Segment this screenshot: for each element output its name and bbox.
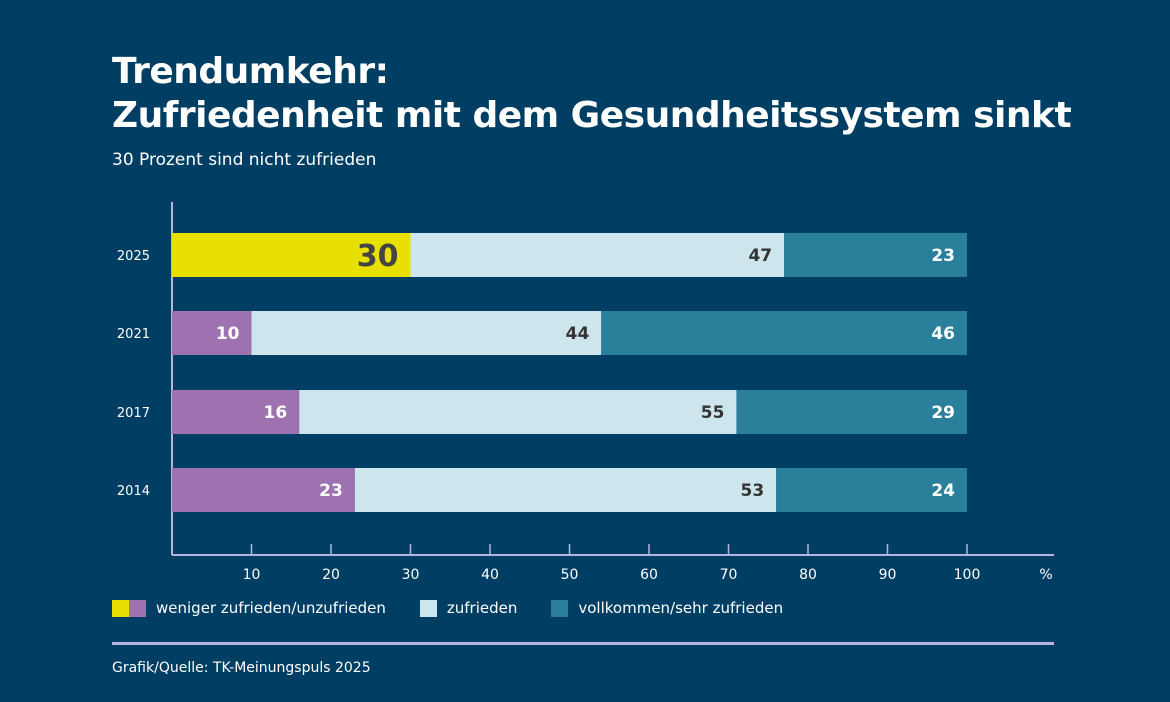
category-label: 2025: [117, 249, 150, 264]
bar-segment: [601, 311, 967, 355]
bar-segment: [354, 468, 777, 512]
legend-label: vollkommen/sehr zufrieden: [578, 599, 784, 617]
chart-subtitle: 30 Prozent sind nicht zufrieden: [112, 150, 377, 170]
category-label: 2021: [117, 327, 150, 342]
bar-segment: [776, 468, 967, 512]
x-tick-label: 40: [481, 567, 499, 583]
bar-segment: [251, 311, 602, 355]
legend-swatch-purple: [129, 599, 146, 617]
legend-swatch: [419, 599, 437, 617]
legend-item-sehr-zufrieden: vollkommen/sehr zufrieden: [551, 599, 783, 617]
bar-segment: [172, 468, 355, 512]
legend-swatch-yellow: [112, 599, 129, 617]
data-label: 23: [319, 481, 343, 501]
x-tick-label: 80: [799, 567, 817, 583]
bar-segment: [410, 233, 785, 277]
legend-label: zufrieden: [446, 599, 518, 617]
x-tick-label: 50: [561, 567, 579, 583]
title-line-1: Trendumkehr:: [112, 51, 389, 92]
legend-swatch: [551, 599, 569, 617]
source-note: Grafik/Quelle: TK-Meinungspuls 2025: [112, 660, 371, 676]
bar-segment: [299, 390, 737, 434]
data-label: 47: [748, 246, 772, 266]
data-label: 23: [931, 246, 955, 266]
bar-segment: [736, 390, 967, 434]
data-label: 16: [264, 403, 288, 423]
bar-segment: [172, 311, 252, 355]
legend-item-unzufrieden: weniger zufrieden/unzufrieden: [112, 599, 386, 617]
data-label: 10: [216, 324, 240, 344]
x-tick-label: 90: [879, 567, 897, 583]
x-tick-label: 70: [720, 567, 738, 583]
bar-segment: [172, 233, 411, 277]
data-label: 24: [931, 481, 955, 501]
legend-item-zufrieden: zufrieden: [419, 599, 518, 617]
data-label: 30: [357, 239, 399, 274]
x-axis-unit: %: [1039, 567, 1052, 583]
bar-segment: [172, 390, 300, 434]
category-label: 2014: [117, 484, 150, 499]
x-tick-label: 30: [402, 567, 420, 583]
x-tick-label: 20: [322, 567, 340, 583]
data-label: 55: [701, 403, 725, 423]
bar-segment: [784, 233, 967, 277]
data-label: 46: [931, 324, 955, 344]
title-line-2: Zufriedenheit mit dem Gesundheitssystem …: [112, 95, 1072, 136]
x-tick-label: 10: [243, 567, 261, 583]
legend-label: weniger zufrieden/unzufrieden: [156, 599, 386, 617]
data-label: 44: [566, 324, 590, 344]
chart-title: Trendumkehr: Zufriedenheit mit dem Gesund…: [112, 50, 1072, 138]
legend: weniger zufrieden/unzufrieden zufrieden …: [112, 599, 817, 617]
x-tick-label: 100: [954, 567, 981, 583]
category-label: 2017: [117, 406, 150, 421]
x-tick-label: 60: [640, 567, 658, 583]
data-label: 53: [741, 481, 765, 501]
data-label: 29: [931, 403, 955, 423]
divider: [112, 642, 1054, 645]
